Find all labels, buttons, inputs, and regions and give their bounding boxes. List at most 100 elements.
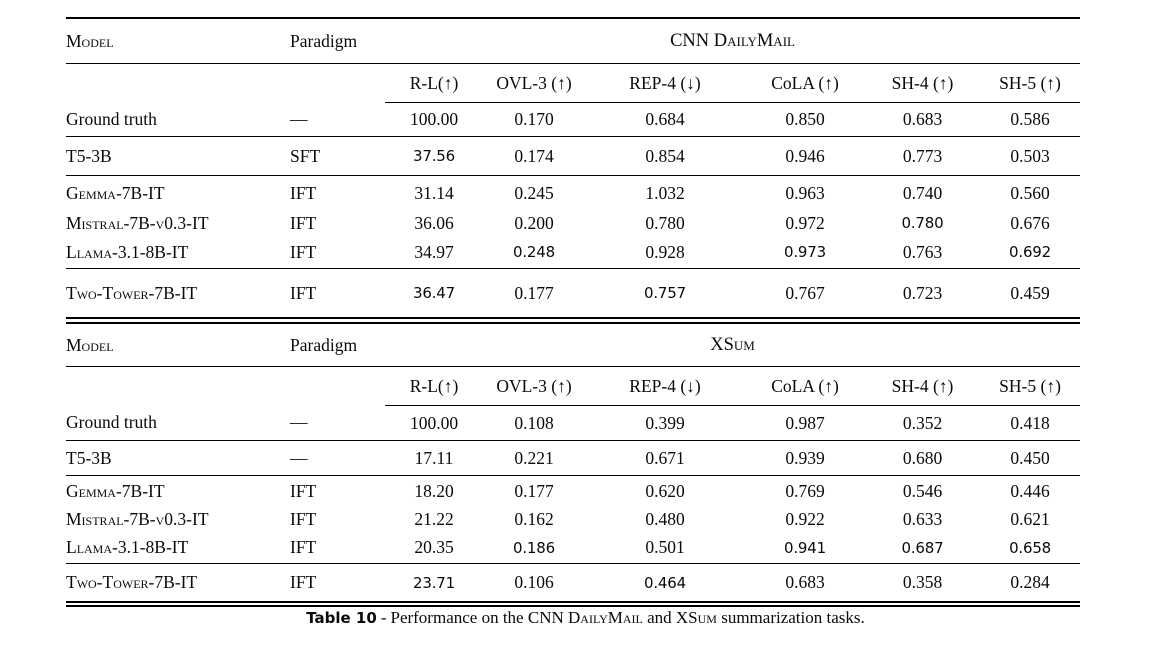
paradigm-value: IFT <box>290 480 317 501</box>
model-name: Llama-3.1-8B-IT <box>66 532 290 564</box>
caption-dataset-cnn: CNN DailyMail <box>527 608 643 627</box>
metric-value: 0.108 <box>483 405 585 441</box>
caption-text-middle: and <box>642 608 676 627</box>
paradigm-value: — <box>290 102 385 137</box>
metric-header-sh4: SH-4 (↑) <box>865 366 980 406</box>
metric-header-ovl3: OVL-3 (↑) <box>483 63 585 103</box>
metric-header-ovl3: OVL-3 (↑) <box>483 366 585 406</box>
metric-value: 0.687 <box>865 532 980 564</box>
metric-value: 0.284 <box>1010 572 1050 592</box>
caption-separator: - <box>380 608 387 627</box>
metric-value: 0.586 <box>980 102 1081 137</box>
model-name: T5-3B <box>66 440 290 476</box>
metric-value: 100.00 <box>385 405 483 441</box>
metric-value: 18.20 <box>414 480 454 501</box>
metric-value: 0.941 <box>745 532 865 564</box>
metric-header-rl: R-L(↑) <box>385 63 483 103</box>
paradigm-value: — <box>290 440 385 476</box>
metric-value: 0.773 <box>865 136 980 176</box>
model-column-header: Model <box>66 18 290 64</box>
metric-value: 0.780 <box>901 214 944 232</box>
metric-value: 36.47 <box>413 284 455 302</box>
metric-value: 0.676 <box>1010 212 1050 233</box>
table-row: Llama-3.1-8B-IT IFT 20.35 0.186 0.501 0.… <box>66 532 1081 564</box>
table-row: T5-3B SFT 37.56 0.174 0.854 0.946 0.773 … <box>66 136 1081 176</box>
paradigm-value: IFT <box>290 572 317 592</box>
paradigm-value: IFT <box>290 532 385 564</box>
metric-value: 0.850 <box>745 102 865 137</box>
paradigm-column-header: Paradigm <box>290 323 385 367</box>
metric-value: 23.71 <box>413 573 455 592</box>
table-row: Ground truth — 100.00 0.170 0.684 0.850 … <box>66 102 1081 137</box>
metric-value: 0.928 <box>585 236 745 269</box>
table-row: Model Paradigm CNN DailyMail <box>66 18 1081 64</box>
metric-header-sh5: SH-5 (↑) <box>980 366 1081 406</box>
metric-value: 0.671 <box>585 440 745 476</box>
metric-value: 0.186 <box>483 532 585 564</box>
metric-value: 31.14 <box>414 182 454 203</box>
spacer-cell <box>66 367 290 406</box>
metric-value: 0.946 <box>745 136 865 176</box>
metric-value: 0.106 <box>514 572 554 592</box>
metric-value: 0.740 <box>902 182 943 203</box>
metric-value: 0.446 <box>1010 480 1050 501</box>
spacer-cell <box>290 367 385 406</box>
model-name: Ground truth <box>66 102 290 137</box>
metric-value: 0.680 <box>865 440 980 476</box>
metric-value: 0.767 <box>785 282 825 303</box>
table-row: R-L(↑) OVL-3 (↑) REP-4 (↓) CoLA (↑) SH-4… <box>66 63 1081 103</box>
metric-value: 0.546 <box>902 480 943 501</box>
table-caption: Table 10- Performance on the CNN DailyMai… <box>0 608 1171 628</box>
paradigm-value: IFT <box>290 236 385 269</box>
model-name: Ground truth <box>66 405 290 441</box>
metric-value: 0.972 <box>785 212 825 233</box>
table-row: Llama-3.1-8B-IT IFT 34.97 0.248 0.928 0.… <box>66 236 1081 269</box>
metric-value: 0.780 <box>645 212 685 233</box>
table-row: Two-Tower-7B-IT IFT 36.47 0.177 0.757 0.… <box>66 269 1080 319</box>
metric-value: 0.480 <box>645 508 685 529</box>
metric-value: 0.464 <box>644 573 686 592</box>
metric-value: 0.501 <box>585 532 745 564</box>
metric-header-rl: R-L(↑) <box>385 366 483 406</box>
caption-label: Table 10 <box>306 609 377 627</box>
table-row: Gemma-7B-IT IFT 31.14 0.245 1.032 0.963 … <box>66 176 1080 211</box>
metric-value: 0.633 <box>902 508 943 529</box>
caption-dataset-xsum: XSum <box>675 608 717 627</box>
metric-value: 0.503 <box>980 136 1081 176</box>
model-name: Gemma-7B-IT <box>66 480 165 501</box>
model-name: Gemma-7B-IT <box>66 182 165 203</box>
table-row: Mistral-7B-v0.3-IT IFT 36.06 0.200 0.780… <box>66 210 1080 236</box>
metric-value: 0.939 <box>745 440 865 476</box>
metric-value: 0.973 <box>745 236 865 269</box>
cnn-dailymail-table: Model Paradigm CNN DailyMail R-L(↑) OVL-… <box>66 17 1081 319</box>
metric-value: 1.032 <box>645 182 685 203</box>
metric-value: 0.245 <box>514 182 554 203</box>
metric-value: 0.560 <box>1010 182 1050 203</box>
spacer-cell <box>66 64 290 103</box>
metric-value: 0.621 <box>1010 508 1050 529</box>
bottom-double-rule <box>66 605 1080 607</box>
metric-value: 0.221 <box>483 440 585 476</box>
paradigm-value: IFT <box>290 182 317 203</box>
metric-value: 0.459 <box>1010 282 1050 303</box>
results-table-zone: Model Paradigm CNN DailyMail R-L(↑) OVL-… <box>66 17 1081 607</box>
metric-header-sh5: SH-5 (↑) <box>980 63 1081 103</box>
spacer-cell <box>290 64 385 103</box>
metric-value: 34.97 <box>385 236 483 269</box>
paradigm-value: IFT <box>290 508 317 529</box>
model-name: Two-Tower-7B-IT <box>66 572 198 592</box>
metric-value: 0.684 <box>585 102 745 137</box>
metric-value: 0.358 <box>902 572 943 592</box>
caption-text-after: summarization tasks. <box>716 608 865 627</box>
metric-value: 36.06 <box>414 212 454 233</box>
metric-value: 0.763 <box>865 236 980 269</box>
caption-text-before: Performance on the <box>390 608 528 627</box>
metric-value: 0.450 <box>980 440 1081 476</box>
model-name: Mistral-7B-v0.3-IT <box>66 508 209 529</box>
paradigm-value: IFT <box>290 282 317 303</box>
metric-value: 37.56 <box>385 136 483 176</box>
metric-value: 0.723 <box>902 282 943 303</box>
metric-value: 0.658 <box>980 532 1081 564</box>
table-row: Two-Tower-7B-IT IFT 23.71 0.106 0.464 0.… <box>66 564 1080 603</box>
